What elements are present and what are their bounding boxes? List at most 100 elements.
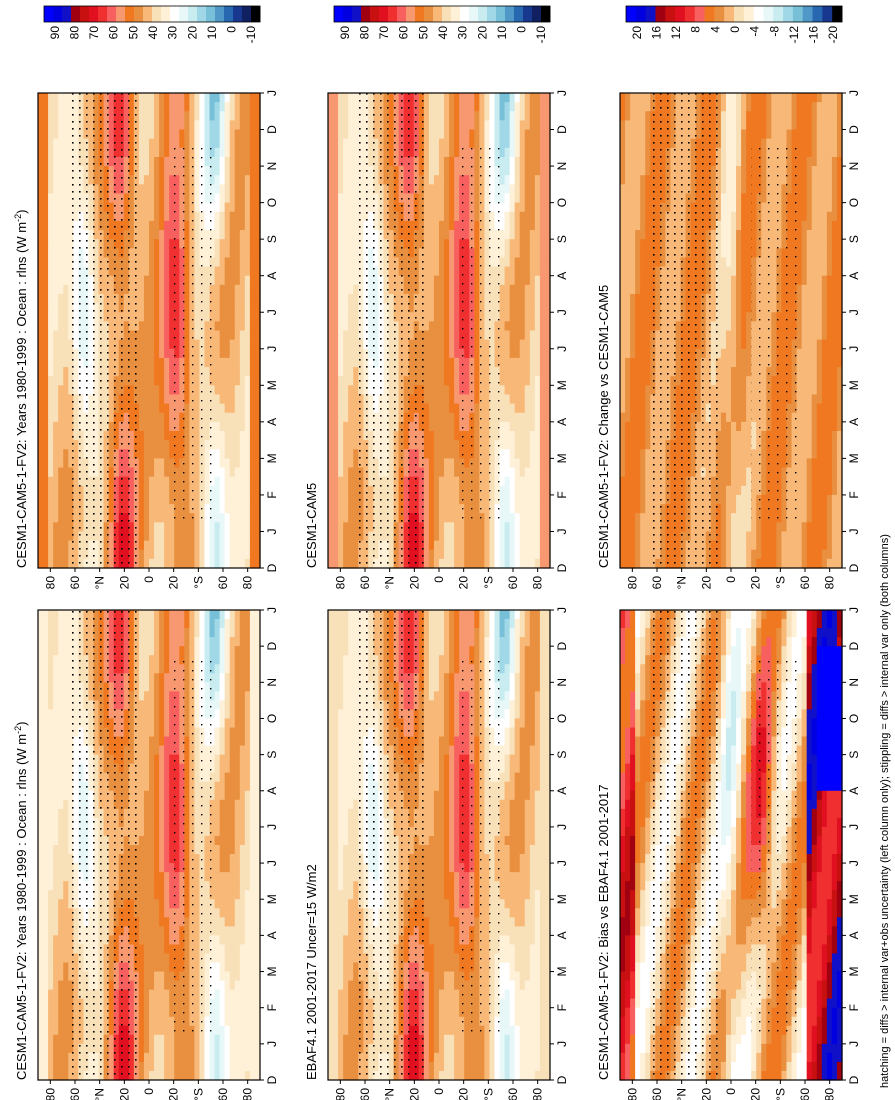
heat-cell — [625, 917, 631, 927]
heat-cell — [635, 890, 641, 900]
heat-cell — [159, 935, 165, 946]
heat-cell — [454, 908, 460, 918]
heat-cell — [159, 863, 165, 873]
heat-cell — [234, 845, 241, 855]
heat-cell — [338, 1034, 344, 1045]
heat-cell — [48, 1061, 54, 1072]
heat-cell — [353, 790, 359, 801]
heat-cell — [249, 682, 256, 692]
heat-cell — [254, 908, 261, 918]
heat-cell — [219, 1070, 226, 1081]
heat-cell — [224, 682, 231, 692]
heat-cell — [239, 781, 246, 792]
heat-cell — [504, 745, 511, 756]
heat-cell — [333, 953, 339, 964]
heat-cell — [43, 673, 49, 683]
heat-cell — [353, 745, 359, 756]
heat-cell — [234, 908, 241, 918]
heat-cell — [348, 817, 354, 828]
heat-cell — [449, 863, 455, 873]
heat-cell — [214, 691, 221, 701]
heat-cell — [504, 1016, 511, 1027]
heat-cell — [449, 926, 455, 936]
heat-cell — [43, 1043, 49, 1054]
heat-cell — [620, 709, 626, 720]
heat-cell — [328, 727, 334, 738]
heat-cell — [239, 655, 246, 665]
heat-cell — [234, 1007, 241, 1018]
heat-cell — [499, 619, 506, 629]
heat-cell — [504, 655, 511, 665]
heat-cell — [328, 953, 334, 964]
heat-cell — [244, 745, 251, 756]
heat-cell — [519, 709, 526, 720]
heat-cell — [433, 610, 440, 620]
heat-cell — [164, 872, 170, 882]
heat-cell — [154, 1070, 160, 1081]
heat-cell — [439, 700, 445, 711]
heat-cell — [234, 944, 241, 955]
heat-cell — [534, 1025, 541, 1036]
heat-cell — [219, 890, 226, 900]
heat-cell — [244, 709, 251, 720]
heat-cell — [239, 646, 246, 656]
month-tick-label: D — [265, 641, 279, 650]
heat-cell — [449, 790, 455, 801]
heat-cell — [149, 1025, 155, 1036]
heat-cell — [63, 655, 69, 665]
heat-cell — [58, 1025, 64, 1036]
heat-cell — [544, 718, 551, 729]
heat-cell — [239, 727, 246, 738]
heat-cell — [229, 1043, 236, 1054]
heat-cell — [219, 727, 226, 738]
heat-cell — [494, 1070, 501, 1081]
heat-cell — [504, 700, 511, 711]
heat-cell — [244, 718, 251, 729]
heat-cell — [159, 1070, 165, 1081]
heat-cell — [428, 835, 435, 846]
heat-cell — [164, 655, 170, 665]
heat-cell — [620, 962, 626, 973]
heat-cell — [433, 781, 440, 792]
heat-cell — [428, 863, 435, 873]
heat-cell — [348, 655, 354, 665]
heat-cell — [428, 917, 435, 927]
heat-cell — [143, 790, 150, 801]
heat-cell — [239, 826, 246, 837]
lat-tick-label: 20 — [457, 1088, 471, 1100]
heat-cell — [38, 808, 44, 819]
heat-cell — [164, 637, 170, 647]
heat-cell — [625, 1016, 631, 1027]
heat-cell — [138, 619, 145, 629]
heat-cell — [529, 826, 536, 837]
heat-cell — [343, 610, 349, 620]
heat-cell — [544, 619, 551, 629]
heat-cell — [519, 926, 526, 936]
heat-cell — [449, 908, 455, 918]
heat-cell — [534, 935, 541, 946]
heat-cell — [224, 619, 231, 629]
month-tick-label: D — [555, 641, 569, 650]
heat-cell — [459, 1034, 465, 1045]
heat-cell — [529, 1007, 536, 1018]
heat-cell — [630, 826, 636, 837]
heat-cell — [38, 917, 44, 927]
heat-cell — [529, 1061, 536, 1072]
heat-cell — [143, 664, 150, 674]
lat-tick-label: °S — [191, 1088, 205, 1100]
heat-cell — [63, 628, 69, 638]
heat-cell — [244, 962, 251, 973]
heat-cell — [529, 899, 536, 909]
heat-cell — [58, 899, 64, 909]
heat-cell — [449, 845, 455, 855]
heat-cell — [219, 709, 226, 720]
heat-cell — [529, 1043, 536, 1054]
heat-cell — [214, 845, 221, 855]
heat-cell — [224, 817, 231, 828]
heat-cell — [224, 944, 231, 955]
heat-cell — [640, 808, 646, 819]
heat-cell — [519, 754, 526, 765]
heat-cell — [219, 763, 226, 774]
heat-cell — [449, 1007, 455, 1018]
heat-cell — [348, 754, 354, 765]
